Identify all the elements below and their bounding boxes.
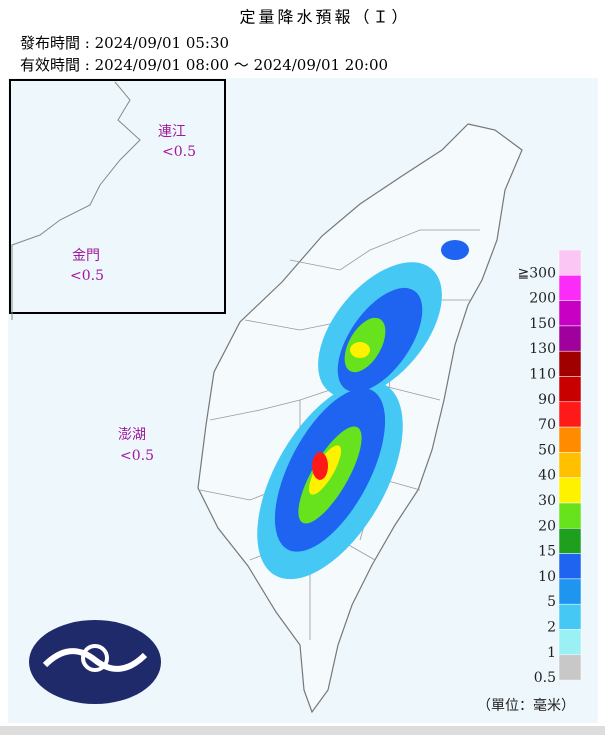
legend-label: 30 <box>538 493 556 509</box>
legend-swatch <box>558 629 582 656</box>
legend-label: 90 <box>538 392 556 408</box>
legend-swatch <box>558 578 582 605</box>
legend-swatch <box>558 325 582 352</box>
legend-label: 20 <box>538 518 556 534</box>
legend-swatch <box>558 654 582 681</box>
bottom-bar <box>0 726 605 735</box>
legend: ≧300 200 150 130 110 90 70 50 40 30 20 15 10 5 2 1 0.5 <box>518 249 582 686</box>
legend-label: 70 <box>538 417 556 433</box>
legend-label: 50 <box>538 442 556 458</box>
legend-unit: （單位：毫米） <box>477 697 575 714</box>
legend-swatch <box>558 376 582 403</box>
island-name: 金門 <box>72 248 100 264</box>
legend-label: 150 <box>529 316 556 332</box>
legend-label: ≧300 <box>518 265 556 281</box>
island-name: 澎湖 <box>118 427 146 443</box>
legend-label: 2 <box>547 620 556 636</box>
valid-time: 有效時間 : 2024/09/01 08:00 ～ 2024/09/01 20:… <box>20 56 388 74</box>
legend-label: 15 <box>538 544 556 560</box>
legend-swatch <box>558 300 582 327</box>
rainfall-areas <box>257 240 469 580</box>
legend-swatch <box>558 502 582 529</box>
title: 定量降水預報（Ｉ） <box>239 8 410 27</box>
legend-label: 5 <box>547 594 556 610</box>
legend-label: 40 <box>538 468 556 484</box>
legend-label: 130 <box>529 341 556 357</box>
legend-swatch <box>558 350 582 377</box>
cwa-emblem <box>29 620 161 704</box>
legend-swatch <box>558 401 582 428</box>
legend-swatch <box>558 553 582 580</box>
legend-swatch <box>558 426 582 453</box>
legend-label: 10 <box>538 569 556 585</box>
legend-swatch <box>558 249 582 276</box>
island-value: <0.5 <box>70 268 104 284</box>
legend-swatch <box>558 603 582 630</box>
legend-label: 0.5 <box>534 670 556 686</box>
issued-time: 發布時間 : 2024/09/01 05:30 <box>20 34 229 52</box>
island-name: 連江 <box>158 124 186 140</box>
legend-swatch <box>558 452 582 478</box>
legend-label: 110 <box>529 367 556 383</box>
legend-label: 200 <box>529 291 556 307</box>
island-value: <0.5 <box>162 144 196 160</box>
island-value: <0.5 <box>120 448 154 464</box>
legend-swatch <box>558 528 582 554</box>
coast-china <box>11 81 141 320</box>
legend-swatch <box>558 275 582 301</box>
legend-label: 1 <box>547 645 556 661</box>
legend-swatch <box>558 477 582 504</box>
inset-box <box>9 79 226 314</box>
island-labels: 連江 <0.5 金門 <0.5 澎湖 <0.5 <box>70 124 196 464</box>
